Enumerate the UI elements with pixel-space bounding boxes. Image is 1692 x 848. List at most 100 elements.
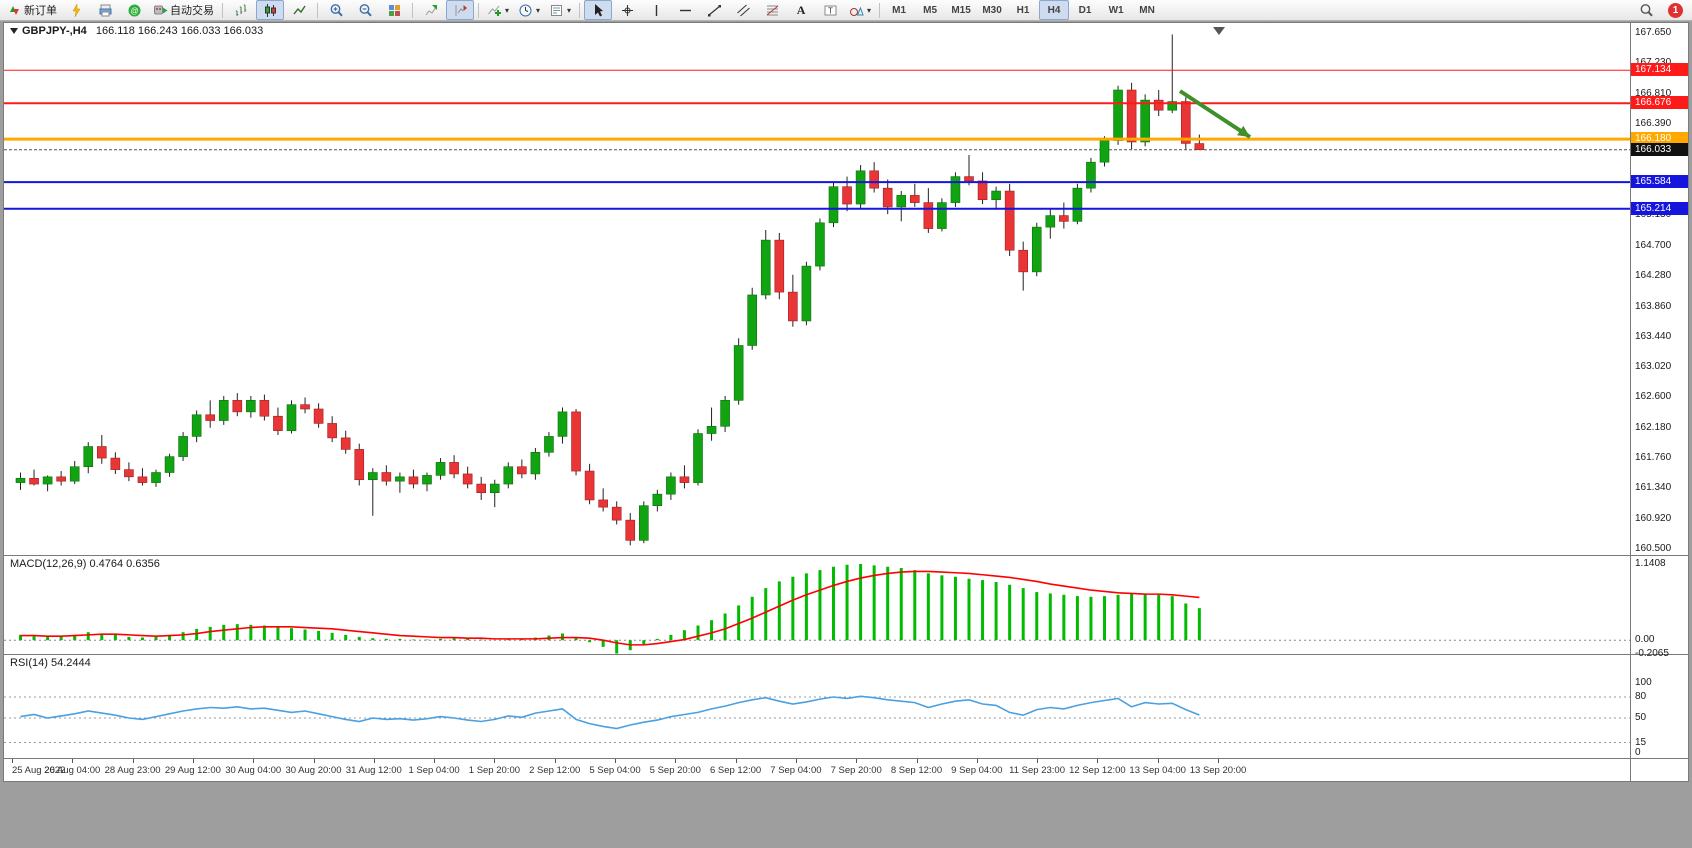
templates-button[interactable]: ▾ <box>545 0 575 20</box>
line-chart-mode-button[interactable] <box>285 0 313 20</box>
main-chart-panel[interactable]: GBPJPY-,H4 166.118 166.243 166.033 166.0… <box>4 23 1688 555</box>
time-axis-tick <box>1218 759 1219 763</box>
time-axis-label: 12 Sep 12:00 <box>1069 765 1126 776</box>
svg-text:@: @ <box>130 6 138 15</box>
search-icon <box>1640 3 1653 16</box>
macd-svg[interactable] <box>4 556 1630 654</box>
cursor-button[interactable] <box>584 0 613 20</box>
horizontal-lines <box>4 69 1630 210</box>
chevron-down-icon: ▾ <box>536 5 541 15</box>
main-toolbar: 新订单 @ 自动交易 ▾ ▾ ▾ <box>0 0 1692 21</box>
symbol-period-label: GBPJPY-,H4 <box>22 25 87 37</box>
toolbar-separator <box>317 2 318 18</box>
toolbar-separator <box>579 2 581 18</box>
current-price-tag: 166.033 <box>1631 142 1688 156</box>
macd-axis-label: 0.00 <box>1635 634 1655 646</box>
shapes-button[interactable]: ▾ <box>845 0 875 20</box>
timeframe-button-m1[interactable]: M1 <box>892 4 907 16</box>
price-axis[interactable]: 167.650167.230166.810166.390165.970165.5… <box>1631 23 1688 555</box>
time-axis-label: 30 Aug 20:00 <box>285 765 342 776</box>
bar-chart-icon <box>235 4 246 16</box>
trendline-icon <box>707 4 721 16</box>
timeframe-button-m5[interactable]: M5 <box>923 4 938 16</box>
candlestick-icon <box>264 3 276 17</box>
time-axis-label: 5 Sep 04:00 <box>589 765 641 776</box>
price-axis-label: 167.650 <box>1635 27 1672 38</box>
zoom-in-button[interactable] <box>322 0 350 20</box>
auto-scroll-button[interactable] <box>417 0 445 20</box>
time-axis-tick <box>554 759 556 763</box>
time-axis-label: 1 Sep 04:00 <box>408 765 460 776</box>
time-axis-label: 2 Sep 12:00 <box>529 765 581 776</box>
timeframe-button-m30[interactable]: M30 <box>982 4 1002 16</box>
fibonacci-button[interactable] <box>758 0 786 20</box>
time-axis-tick <box>795 759 797 763</box>
new-order-label: 新订单 <box>24 5 57 17</box>
price-level-tag: 165.584 <box>1631 175 1688 189</box>
timeframe-button-mn[interactable]: MN <box>1139 4 1155 16</box>
time-axis-tick <box>373 759 375 763</box>
tile-windows-button[interactable] <box>380 0 408 20</box>
text-button[interactable]: A <box>787 0 815 20</box>
search-button[interactable] <box>1632 0 1660 20</box>
horizontal-line-icon <box>679 9 691 11</box>
price-axis-label: 160.920 <box>1635 512 1672 524</box>
time-axis-label: 25 Aug 2022 <box>12 765 66 776</box>
time-axis[interactable]: 25 Aug 2022 26 Aug 04:00 28 Aug 23:00 29 Au… <box>4 758 1688 781</box>
indicators-button[interactable]: ▾ <box>483 0 513 20</box>
timeframe-button-m15[interactable]: M15 <box>951 4 971 16</box>
price-axis-label: 162.180 <box>1635 421 1672 433</box>
fibonacci-retracement-icon <box>766 5 778 15</box>
rsi-axis-label: 80 <box>1635 691 1647 702</box>
new-order-button[interactable]: 新订单 <box>3 0 61 20</box>
time-axis-label: 7 Sep 20:00 <box>830 765 882 776</box>
timeframe-button-h4[interactable]: H4 <box>1039 0 1070 20</box>
time-axis-tick <box>976 759 978 763</box>
notification-badge[interactable]: 1 <box>1668 2 1683 18</box>
zoom-out-button[interactable] <box>351 0 379 20</box>
one-click-trading-toggle[interactable] <box>10 28 18 35</box>
text-tool-icon: A <box>796 2 806 17</box>
add-indicator-icon <box>488 5 501 16</box>
price-axis-label: 161.760 <box>1635 452 1672 464</box>
cursor-icon <box>594 3 603 16</box>
metaeditor-button[interactable] <box>62 0 90 20</box>
price-axis-label: 166.810 <box>1635 87 1672 99</box>
channel-button[interactable] <box>729 0 757 20</box>
shapes-icon <box>850 6 864 16</box>
rsi-svg[interactable] <box>4 655 1630 758</box>
arrow-annotation <box>1178 89 1252 139</box>
time-axis-tick <box>12 759 13 763</box>
chart-shift-button[interactable] <box>446 0 474 20</box>
rsi-axis[interactable]: 100 80 50 15 0 <box>1631 655 1688 758</box>
community-button[interactable]: @ <box>120 0 148 20</box>
time-axis-tick <box>615 759 616 763</box>
vertical-line-button[interactable] <box>642 0 670 20</box>
timeframe-button-w1[interactable]: W1 <box>1108 4 1124 16</box>
zoom-in-icon <box>330 3 343 16</box>
price-axis-label: 163.440 <box>1635 330 1672 342</box>
horizontal-line-button[interactable] <box>671 0 699 20</box>
bar-chart-mode-button[interactable] <box>227 0 255 20</box>
print-button[interactable] <box>91 0 119 20</box>
time-axis-label: 31 Aug 12:00 <box>345 765 402 776</box>
rsi-panel[interactable]: RSI(14) 54.2444 100 80 50 15 0 <box>4 654 1688 758</box>
time-axis-tick <box>1037 759 1039 763</box>
candlestick-mode-button[interactable] <box>256 0 284 20</box>
symbol-title: GBPJPY-,H4 166.118 166.243 166.033 166.0… <box>10 25 263 37</box>
trendline-button[interactable] <box>700 0 728 20</box>
autotrading-button[interactable]: 自动交易 <box>149 0 218 20</box>
macd-axis[interactable]: 1.1408 0.00 -0.2065 <box>1631 556 1688 659</box>
crosshair-button[interactable] <box>613 0 641 20</box>
time-axis-tick <box>132 759 134 763</box>
time-axis-label: 30 Aug 04:00 <box>225 765 282 776</box>
timeframe-button-h1[interactable]: H1 <box>1016 4 1030 16</box>
main-chart-svg[interactable] <box>4 23 1630 555</box>
timeframe-button-d1[interactable]: D1 <box>1078 4 1092 16</box>
periods-button[interactable]: ▾ <box>514 0 544 20</box>
time-axis-label: 29 Aug 12:00 <box>164 765 221 776</box>
time-axis-tick <box>253 759 255 763</box>
price-axis-label: 160.500 <box>1635 543 1672 554</box>
text-label-button[interactable]: T <box>816 0 844 20</box>
macd-panel[interactable]: MACD(12,26,9) 0.4764 0.6356 1.1408 0.00 -0… <box>4 555 1688 659</box>
